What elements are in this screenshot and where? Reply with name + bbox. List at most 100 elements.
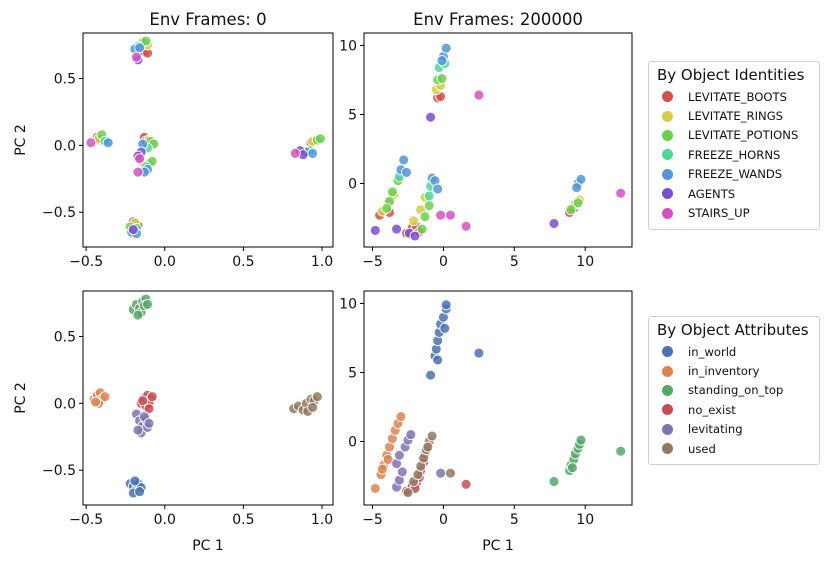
legend-title: By Object Attributes (657, 321, 809, 339)
data-point (307, 147, 319, 159)
data-point (142, 298, 153, 310)
legend-item: used (657, 439, 811, 458)
y-tick-label: −0.5 (42, 205, 76, 221)
data-point (369, 224, 381, 236)
x-tick-label: −5 (362, 512, 383, 528)
data-point (289, 147, 301, 159)
data-point (314, 133, 326, 145)
legend-item: STAIRS_UP (657, 203, 811, 222)
legend-item: levitating (657, 420, 811, 439)
legend-swatch (662, 188, 673, 200)
y-tick-label: 0.0 (54, 396, 76, 412)
legend-object-identities: By Object Identities LEVITATE_BOOTS LEVIT… (648, 61, 820, 230)
data-point (425, 111, 437, 123)
data-point (140, 35, 152, 47)
subplot-3: −0.5 0.0 0.5 1.0 −0.5 0.0 0.5 PC 1 PC 2 (13, 290, 334, 554)
data-point (134, 42, 146, 54)
legend-label: LEVITATE_POTIONS (688, 128, 799, 143)
legend-swatch (662, 404, 673, 416)
data-point (398, 154, 410, 166)
x-tick-label: 0.5 (232, 254, 254, 270)
data-point (419, 211, 431, 223)
x-tick-label: 0 (439, 254, 448, 270)
y-tick-label: −0.5 (42, 463, 76, 479)
legend-label: AGENTS (688, 186, 736, 201)
legend-item: LEVITATE_POTIONS (657, 126, 811, 145)
legend-label: STAIRS_UP (688, 206, 750, 221)
points-group (88, 293, 323, 499)
data-point (307, 401, 319, 413)
data-point (132, 166, 144, 178)
x-tick-label: 5 (510, 254, 519, 270)
data-point (440, 42, 452, 54)
data-point (137, 395, 149, 407)
legend-label: LEVITATE_BOOTS (688, 89, 787, 104)
data-point (473, 89, 485, 101)
legend-swatch (662, 365, 673, 377)
subplot-2: −5 0 5 10 0 5 10 Env Frames: 200000 (339, 10, 633, 270)
y-tick-label: 0.5 (54, 329, 76, 345)
data-point (548, 218, 560, 229)
legend-label: FREEZE_HORNS (688, 147, 781, 162)
data-point (99, 391, 111, 403)
data-point (566, 462, 578, 474)
legend-item: LEVITATE_RINGS (657, 106, 811, 125)
y-tick-label: 5 (348, 365, 357, 381)
data-point (422, 441, 434, 453)
data-point (423, 200, 435, 212)
data-point (575, 434, 587, 446)
legend-item: FREEZE_HORNS (657, 145, 811, 164)
subplot-4: −5 0 5 10 0 5 10 PC 1 (339, 290, 633, 554)
x-tick-label: 10 (576, 254, 594, 270)
data-point (132, 309, 144, 321)
x-axis-label: PC 1 (482, 538, 514, 554)
data-point (435, 467, 447, 479)
y-tick-label: 0 (348, 176, 357, 192)
y-tick-label: 0 (348, 434, 357, 450)
points-group (369, 299, 627, 499)
data-point (134, 153, 146, 165)
data-point (460, 220, 472, 232)
legend-label: in_inventory (688, 364, 760, 379)
data-point (445, 467, 456, 479)
legend-item: LEVITATE_BOOTS (657, 87, 811, 106)
data-point (615, 445, 627, 457)
data-point (131, 51, 142, 63)
data-point (143, 417, 155, 429)
data-point (396, 466, 408, 478)
points-group (85, 35, 326, 240)
x-axis-label: PC 1 (192, 538, 224, 554)
data-point (393, 449, 405, 461)
legend-label: levitating (688, 422, 743, 437)
x-tick-label: −5 (362, 254, 383, 270)
data-point (402, 487, 414, 499)
points-group (369, 42, 627, 242)
data-point (435, 209, 447, 221)
y-tick-label: 0.5 (54, 71, 76, 87)
legend-item: AGENTS (657, 184, 811, 203)
data-point (382, 453, 394, 465)
x-tick-label: 10 (576, 512, 594, 528)
y-tick-label: 0.0 (54, 138, 76, 154)
legend-swatch (662, 423, 673, 435)
legend-label: FREEZE_WANDS (688, 167, 783, 182)
axes-frame (82, 290, 334, 506)
legend-swatch (662, 149, 673, 161)
legend-label: LEVITATE_RINGS (688, 109, 784, 124)
subplot-title: Env Frames: 0 (149, 10, 266, 29)
subplot-1: −0.5 0.0 0.5 1.0 −0.5 0.0 0.5 Env Frames: 0 PC 2 (13, 10, 334, 270)
legend-label: in_world (688, 344, 737, 359)
data-point (386, 186, 398, 198)
data-point (440, 299, 452, 311)
x-tick-label: 0.5 (232, 512, 254, 528)
legend-swatch (662, 110, 673, 122)
legend-item: standing_on_top (657, 381, 811, 400)
legend-swatch (662, 207, 673, 219)
x-tick-label: 1.0 (311, 254, 333, 270)
legend-swatch (662, 443, 673, 455)
data-point (401, 166, 412, 178)
data-point (572, 197, 584, 209)
y-axis-label: PC 2 (13, 124, 29, 156)
legend-label: no_exist (688, 402, 736, 417)
